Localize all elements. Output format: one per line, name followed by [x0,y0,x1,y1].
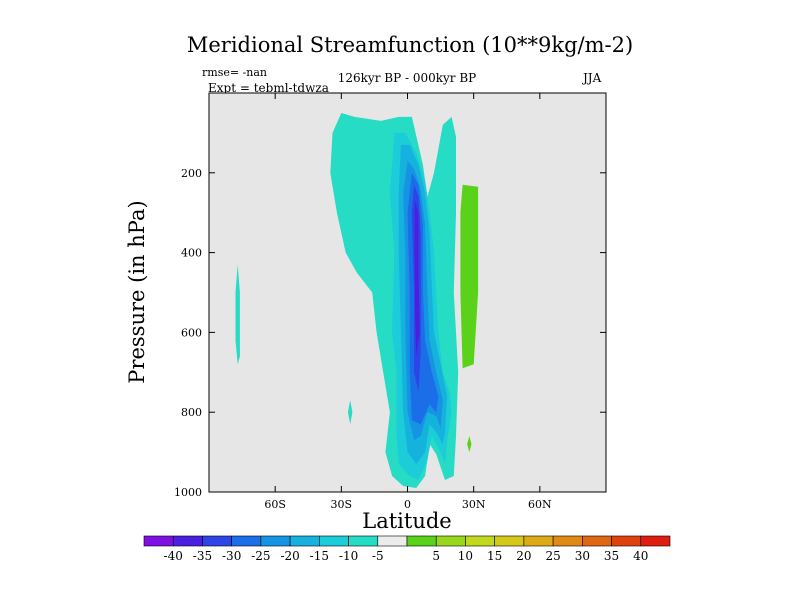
colorbar-label: 40 [633,549,648,563]
colorbar-label: -20 [280,549,299,563]
colorbar-label: 15 [487,549,502,563]
colorbar-swatch [406,535,437,547]
colorbar-swatch [552,535,583,547]
y-axis-label: Pressure (in hPa) [125,200,149,383]
y-tick-label: 200 [181,167,202,180]
colorbar-label: -25 [251,549,270,563]
colorbar-swatch [465,535,495,547]
contour-region-8 [414,200,420,357]
contour-region-1 [235,264,240,365]
contour-region-9 [460,184,479,369]
colorbar-label: 25 [545,549,560,563]
rmse-label: rmse= -nan [202,66,267,79]
colorbar-swatch [582,535,612,547]
period-label: 126kyr BP - 000kyr BP [338,71,476,85]
chart-title: Meridional Streamfunction (10**9kg/m-2) [187,33,633,57]
x-axis-label: Latitude [362,509,451,533]
y-tick-label: 600 [181,326,202,339]
colorbar-label: -30 [222,549,241,563]
contour-region-10 [467,436,472,453]
y-axis: 200 400 600 800 1000 [174,167,606,499]
colorbar-swatch [523,535,554,547]
x-tick-label: 30N [462,498,486,511]
colorbar-swatch [172,535,203,547]
colorbar-swatch [289,535,320,547]
x-tick-label: 60N [528,498,552,511]
colorbar-swatch [640,535,671,547]
x-tick-label: 0 [404,498,411,511]
colorbar-label: -40 [164,549,183,563]
y-tick-label: 1000 [174,486,202,499]
y-tick-label: 400 [181,247,202,260]
colorbar-swatch [435,535,466,547]
colorbar-label: 5 [432,549,440,563]
colorbar-label: -35 [193,549,212,563]
colorbar-swatch [231,535,262,547]
season-label: JJA [581,71,602,85]
plot-area [208,92,607,493]
colorbar-swatch [143,535,174,547]
colorbar-label: -15 [310,549,329,563]
colorbar-swatch [260,535,291,547]
y-tick-label: 800 [181,406,202,419]
colorbar-swatch [494,535,525,547]
colorbar: -40 -35 -30 -25 -20 -15 -10 -5 5 10 15 20 25 30 35 40 [143,535,671,563]
colorbar-label: 10 [458,549,473,563]
colorbar-label: 20 [516,549,531,563]
x-tick-label: 30S [331,498,353,511]
expt-label: Expt = tebml-tdwza [208,81,329,95]
colorbar-swatch [319,535,349,547]
colorbar-label: -10 [339,549,358,563]
colorbar-swatch [611,535,642,547]
colorbar-label: -5 [372,549,384,563]
x-axis: 60S 30S 0 30N 60N [264,93,552,511]
colorbar-swatch [348,535,379,547]
x-tick-label: 60S [264,498,286,511]
colorbar-label: 30 [575,549,590,563]
contour-region-2 [347,400,353,425]
colorbar-swatch [202,535,232,547]
colorbar-swatch [377,535,408,547]
colorbar-label: 35 [604,549,619,563]
